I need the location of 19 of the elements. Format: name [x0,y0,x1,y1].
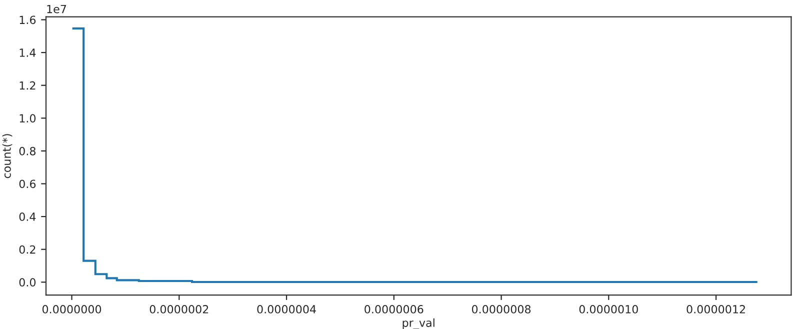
y-tick-label: 1.0 [20,114,36,123]
x-tick-label: 0.0000010 [579,305,638,314]
x-tick-label: 0.0000002 [150,305,208,314]
text: 1e7 [47,4,66,14]
x-tick-label: 0.0000008 [472,305,531,314]
y-tick-label: 0.0 [19,278,36,287]
x-tick-label: 0.0000006 [364,305,424,314]
y-tick-label: 0.4 [19,212,36,221]
x-tick-label: 0.0000004 [257,305,316,314]
y-axis-title: count(*) [2,134,12,178]
y-tick-label: 1.4 [20,48,36,57]
y-tick-label: 1.6 [20,16,36,24]
x-tick-label: 0.0000012 [686,305,745,314]
y-tick-label: 0.8 [19,146,36,156]
y-tick-label: 0.2 [19,245,36,254]
y-tick-label: 1.2 [20,81,36,90]
x-axis-title: pr_val [402,318,434,329]
y-tick-label: 0.6 [19,180,36,188]
x-tick-label: 0.0000000 [42,305,102,314]
